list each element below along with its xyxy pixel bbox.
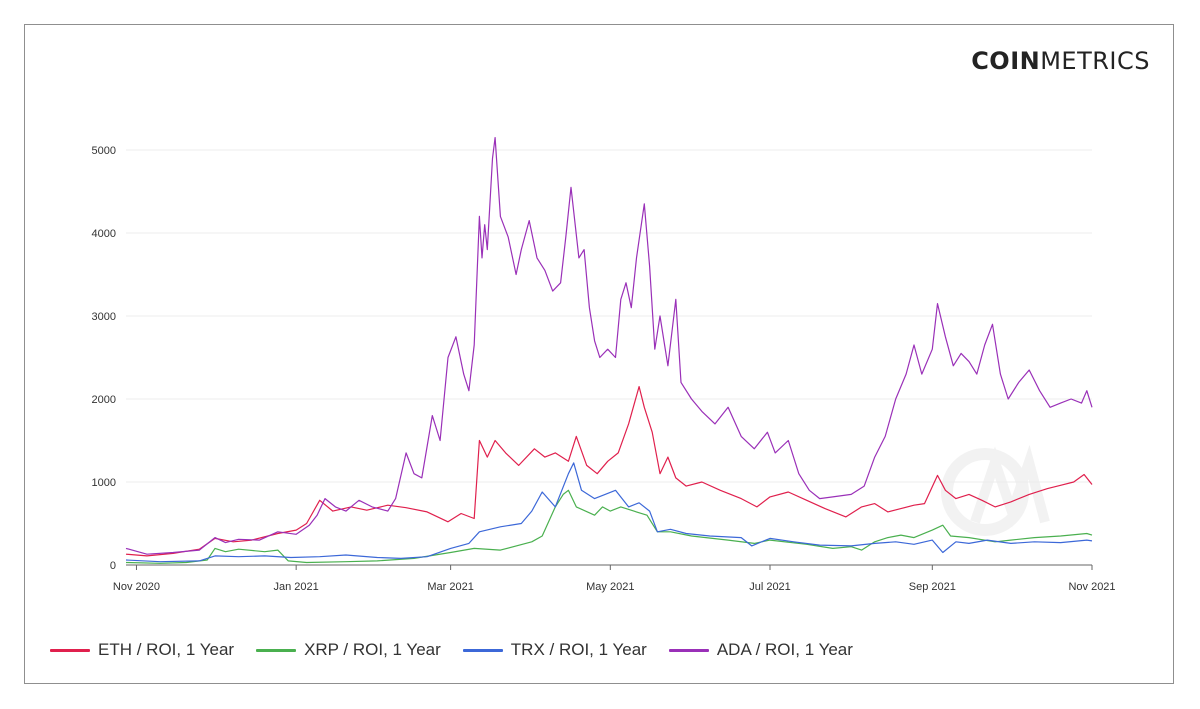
legend-label-3: ADA / ROI, 1 Year [716, 640, 853, 659]
legend-swatch-1 [256, 648, 297, 652]
x-tick-label-4: Jul 2021 [749, 581, 791, 593]
legend-swatch-3 [668, 648, 709, 652]
y-tick-label-4000: 4000 [92, 228, 116, 240]
y-axis-ticks: 0 1000 2000 3000 4000 5000 [92, 145, 116, 572]
x-axis-ticks: Nov 2020 Jan 2021 Mar 2021 May 2021 Jul 2021… [113, 565, 1116, 593]
series-line-2 [125, 462, 1093, 563]
x-tick-label-5: Sep 2021 [909, 581, 956, 593]
legend-label-0: ETH / ROI, 1 Year [98, 640, 235, 659]
legend-item-0[interactable]: ETH / ROI, 1 Year [50, 640, 234, 660]
x-tick-label-2: Mar 2021 [427, 581, 473, 593]
x-tick-label-1: Jan 2021 [274, 581, 319, 593]
x-tick-label-0: Nov 2020 [113, 581, 160, 593]
legend-item-3[interactable]: ADA / ROI, 1 Year [668, 640, 853, 660]
series-line-3 [125, 137, 1093, 555]
coinmetrics-logo: COINMETRICS [971, 47, 1150, 75]
y-tick-label-3000: 3000 [92, 311, 116, 323]
logo-light-part: METRICS [1040, 47, 1150, 75]
legend-item-1[interactable]: XRP / ROI, 1 Year [256, 640, 441, 660]
y-tick-label-5000: 5000 [92, 145, 116, 157]
legend: ETH / ROI, 1 Year XRP / ROI, 1 Year TRX / … [50, 640, 875, 660]
legend-label-2: TRX / ROI, 1 Year [510, 640, 647, 659]
legend-label-1: XRP / ROI, 1 Year [304, 640, 441, 659]
legend-swatch-2 [462, 648, 503, 652]
x-tick-label-6: Nov 2021 [1068, 581, 1115, 593]
grid-lines [126, 149, 1092, 566]
logo-bold-part: COIN [971, 47, 1041, 75]
y-tick-label-0: 0 [110, 560, 116, 572]
x-tick-label-3: May 2021 [586, 581, 634, 593]
legend-item-2[interactable]: TRX / ROI, 1 Year [462, 640, 647, 660]
legend-swatch-0 [50, 648, 90, 652]
y-tick-label-2000: 2000 [92, 394, 116, 406]
series-lines [125, 137, 1093, 564]
y-tick-label-1000: 1000 [92, 477, 116, 489]
watermark-cm [941, 444, 1050, 536]
